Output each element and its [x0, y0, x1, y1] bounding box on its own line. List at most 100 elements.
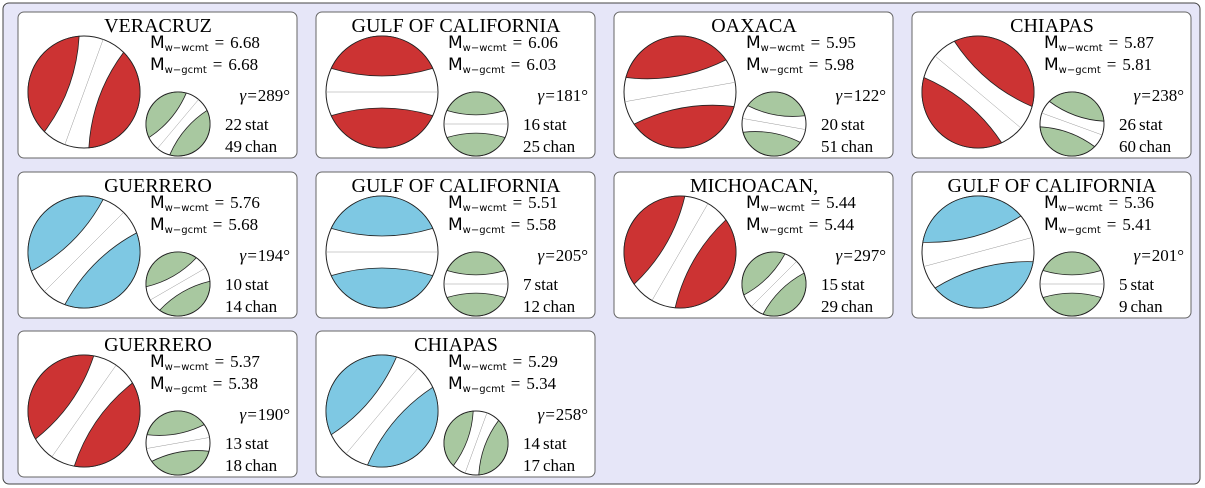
beachball-lobe — [922, 195, 1022, 243]
stat: 16 stat — [523, 115, 567, 134]
beachball-gcmt-lobe — [478, 419, 509, 476]
panel-title: OAXACA — [711, 15, 797, 37]
magnitude: Mw−wcmt = 5.44 — [746, 193, 856, 214]
equals: = — [511, 215, 521, 234]
magnitude: Mw−gcmt = 5.34 — [448, 374, 557, 395]
m-symbol: M — [746, 33, 761, 53]
stat-label: stat — [245, 115, 269, 134]
m-subscript: w−wcmt — [165, 362, 209, 373]
magnitude-value: 5.37 — [230, 352, 260, 371]
chan: 51 chan — [821, 137, 874, 156]
gamma-label: γ= — [240, 405, 258, 424]
beachball-gcmt-lobe — [446, 132, 506, 157]
gamma-label: γ= — [240, 86, 258, 105]
gamma-label: γ= — [836, 246, 854, 265]
beachball-gcmt-plane — [751, 261, 797, 307]
beachball-gcmt-lobe — [159, 280, 211, 317]
beachball-plane — [934, 55, 1022, 129]
beachball-gcmt-lobe — [446, 292, 506, 317]
magnitude: Mw−wcmt = 5.87 — [1044, 33, 1154, 54]
m-symbol: M — [150, 215, 165, 235]
m-subscript: w−wcmt — [165, 203, 209, 214]
magnitude-value: 5.29 — [528, 352, 558, 371]
equals: = — [811, 193, 821, 212]
magnitude: Mw−gcmt = 5.38 — [150, 374, 258, 395]
stat: 20 stat — [821, 115, 865, 134]
equals: = — [215, 352, 225, 371]
gamma-value: 205° — [556, 246, 588, 265]
beachball-gcmt-plane — [150, 267, 206, 301]
gamma-label: γ= — [1134, 86, 1152, 105]
magnitude-value: 5.81 — [1122, 55, 1152, 74]
stat-label: stat — [245, 275, 269, 294]
chan-label: chan — [245, 297, 278, 316]
equals: = — [1107, 215, 1117, 234]
equals: = — [809, 215, 819, 234]
beachball-gcmt-lobe — [146, 410, 205, 436]
m-subscript: w−wcmt — [463, 43, 507, 54]
beachball-plane — [923, 237, 1033, 267]
stat-label: stat — [245, 434, 269, 453]
stat-label: stat — [535, 275, 559, 294]
m-symbol: M — [150, 33, 165, 53]
equals: = — [213, 55, 223, 74]
stat-value: 13 — [225, 434, 242, 453]
m-symbol: M — [448, 193, 463, 213]
beachball-gcmt-plane — [742, 118, 806, 130]
magnitude-value: 6.68 — [228, 55, 258, 74]
beachball-lobe — [64, 232, 141, 309]
beachball-gcmt-lobe — [747, 91, 806, 117]
beachball-lobe — [366, 386, 439, 468]
panel-title: VERACRUZ — [104, 15, 212, 37]
magnitude-value: 5.95 — [826, 33, 856, 52]
beachball-gcmt-lobe — [1039, 126, 1096, 157]
panel-title: CHIAPAS — [414, 334, 498, 356]
stat: 15 stat — [821, 275, 865, 294]
gamma-label: γ= — [538, 86, 556, 105]
magnitude: Mw−wcmt = 6.68 — [150, 33, 260, 54]
m-symbol: M — [150, 193, 165, 213]
m-subscript: w−gcmt — [463, 65, 505, 76]
magnitude: Mw−gcmt = 5.41 — [1044, 215, 1152, 236]
m-subscript: w−wcmt — [463, 203, 507, 214]
chan-label: chan — [543, 137, 576, 156]
chan-value: 18 — [225, 456, 242, 475]
stat-value: 15 — [821, 275, 838, 294]
stat: 10 stat — [225, 275, 269, 294]
magnitude-value: 5.44 — [824, 215, 854, 234]
magnitude: Mw−gcmt = 5.98 — [746, 55, 854, 76]
chan: 14 chan — [225, 297, 278, 316]
chan-label: chan — [543, 456, 576, 475]
magnitude: Mw−gcmt = 5.58 — [448, 215, 556, 236]
magnitude: Mw−gcmt = 5.68 — [150, 215, 258, 236]
beachball-plane — [44, 212, 124, 292]
chan-value: 17 — [523, 456, 541, 475]
gamma-value: 289° — [258, 86, 290, 105]
magnitude: Mw−wcmt = 5.76 — [150, 193, 260, 214]
gamma-value: 194° — [258, 246, 290, 265]
beachball-gcmt-lobe — [446, 91, 506, 116]
chan-label: chan — [1131, 297, 1164, 316]
magnitude: Mw−gcmt = 6.03 — [448, 55, 556, 76]
beachball-gcmt-lobe — [145, 251, 197, 288]
gamma-label: γ= — [538, 405, 556, 424]
chan-label: chan — [841, 297, 874, 316]
gamma-value: 297° — [854, 246, 886, 265]
magnitude: Mw−wcmt = 6.06 — [448, 33, 558, 54]
beachball-gcmt-plane — [146, 437, 210, 449]
m-symbol: M — [1044, 193, 1059, 213]
gamma-value: 122° — [854, 86, 886, 105]
chan-value: 14 — [225, 297, 243, 316]
stat: 14 stat — [523, 434, 567, 453]
beachball-lobe — [953, 35, 1035, 108]
beachball-gcmt-plane — [157, 99, 199, 149]
stat-label: stat — [543, 434, 567, 453]
magnitude: Mw−wcmt = 5.36 — [1044, 193, 1154, 214]
magnitude-value: 5.51 — [528, 193, 558, 212]
magnitude-value: 5.41 — [1122, 215, 1152, 234]
